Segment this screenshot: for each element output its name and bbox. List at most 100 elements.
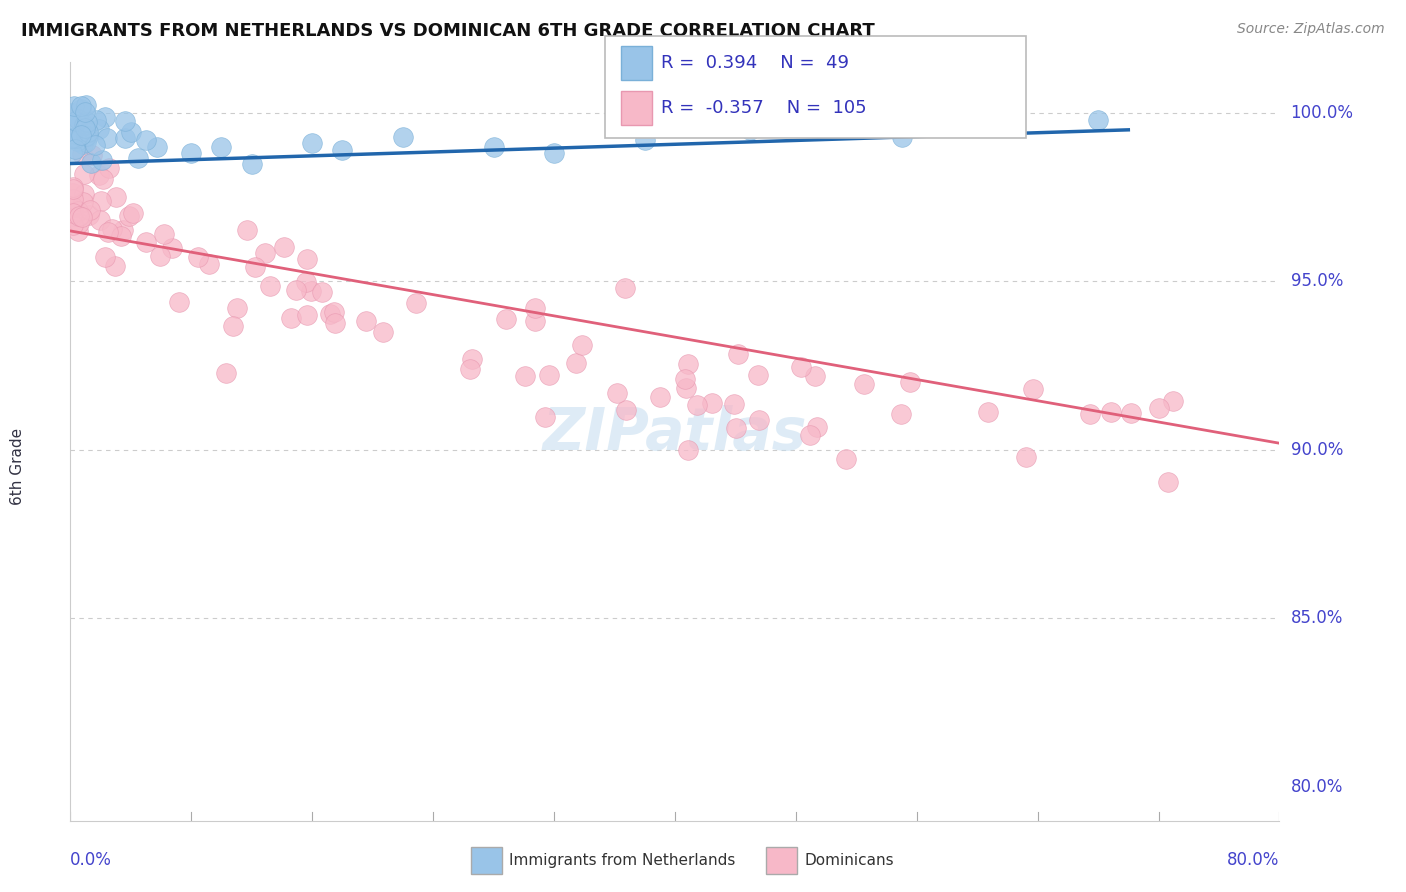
Point [523,301,546,315]
Point [1161,393,1184,408]
Point [73,120,96,135]
Point [727,347,749,361]
Point [977,405,1000,419]
Text: Dominicans: Dominicans [804,854,894,868]
Point [284,283,307,297]
Point [534,409,557,424]
Point [65,113,87,128]
Point [73,187,96,202]
Point [789,359,811,374]
Point [75,98,97,112]
Text: 6th Grade: 6th Grade [10,428,25,506]
Point [76,115,98,129]
Point [62,182,84,196]
Point [60,145,83,160]
Point [67,224,90,238]
Point [104,190,127,204]
Point [543,146,565,161]
Point [1087,112,1109,127]
Point [747,368,769,382]
Point [461,351,484,366]
Point [890,407,912,421]
Point [69,128,91,142]
Point [323,305,346,319]
Point [852,376,875,391]
Point [73,167,96,181]
Point [215,366,238,380]
Point [72,194,94,209]
Text: 90.0%: 90.0% [1291,441,1343,459]
Point [700,395,723,409]
Text: 0.0%: 0.0% [70,851,112,869]
Point [93,250,115,264]
Point [114,131,136,145]
Point [127,151,149,165]
Point [748,413,770,427]
Point [80,148,103,162]
Point [225,301,247,315]
Point [295,276,318,290]
Point [62,209,84,223]
Point [1099,405,1122,419]
Point [101,222,124,236]
Point [66,204,89,219]
Point [162,241,184,255]
Text: Immigrants from Netherlands: Immigrants from Netherlands [509,854,735,868]
Point [187,250,209,264]
Point [62,219,84,233]
Point [614,281,637,295]
Point [87,169,110,183]
Text: IMMIGRANTS FROM NETHERLANDS VS DOMINICAN 6TH GRADE CORRELATION CHART: IMMIGRANTS FROM NETHERLANDS VS DOMINICAN… [21,22,875,40]
Point [299,284,322,298]
Point [243,260,266,274]
Point [62,98,84,112]
Point [675,381,697,395]
Point [62,179,84,194]
Point [253,246,276,260]
Point [295,308,318,322]
Point [259,278,281,293]
Point [236,222,259,236]
Point [391,129,415,144]
Point [90,194,112,209]
Point [77,125,100,139]
Point [90,153,112,168]
Point [65,142,87,156]
Text: 85.0%: 85.0% [1291,609,1343,627]
Point [84,137,107,152]
Point [1157,475,1180,490]
Point [614,402,637,417]
Point [273,239,295,253]
Point [240,156,263,170]
Point [1022,382,1045,396]
Point [311,285,333,299]
Point [515,368,537,383]
Text: Source: ZipAtlas.com: Source: ZipAtlas.com [1237,22,1385,37]
Point [146,140,169,154]
Point [297,252,319,266]
Point [332,143,354,157]
Point [120,125,142,139]
Point [60,117,83,131]
Point [676,357,699,371]
Point [84,112,107,127]
Point [93,110,115,124]
Point [806,420,828,434]
Point [565,356,588,370]
Point [89,213,111,227]
Point [70,102,93,116]
Text: 80.0%: 80.0% [1227,851,1279,869]
Point [648,390,671,404]
Text: R =  0.394    N =  49: R = 0.394 N = 49 [661,54,849,72]
Point [79,202,101,217]
Point [77,208,100,222]
Point [458,362,481,376]
Point [96,131,118,145]
Point [482,139,505,153]
Point [60,131,83,145]
Point [118,209,141,223]
Point [76,129,98,144]
Point [673,372,696,386]
Text: R =  -0.357    N =  105: R = -0.357 N = 105 [661,99,866,117]
Point [62,192,84,206]
